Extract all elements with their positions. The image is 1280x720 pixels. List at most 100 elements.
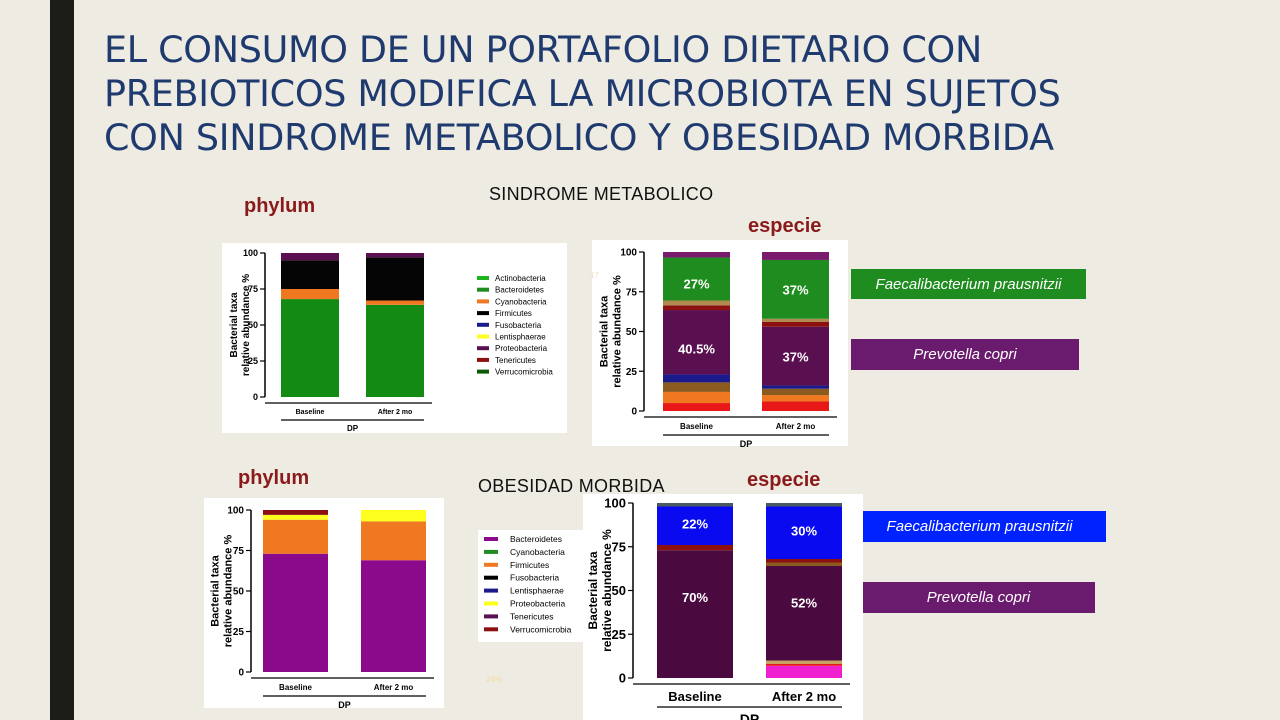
legend-background xyxy=(478,530,588,642)
legend-swatch xyxy=(477,322,489,327)
bar-segment-topcap xyxy=(663,252,730,258)
bar-segment-darkred xyxy=(663,305,730,311)
data-label: 37% xyxy=(782,349,808,364)
bar-segment-orange xyxy=(762,395,829,402)
data-label: 40.5% xyxy=(678,342,715,357)
bar-segment-orange xyxy=(663,391,730,404)
legend-entry: Verrucomicrobia xyxy=(510,624,572,634)
x-tick-label: Baseline xyxy=(680,422,713,431)
legend-swatch xyxy=(477,357,489,362)
legend-swatch xyxy=(477,276,489,280)
legend-entry: Firmicutes xyxy=(510,560,549,570)
legend-swatch xyxy=(484,575,498,580)
bar-segment-topcap xyxy=(762,252,829,260)
legend-entry: Lentisphaerae xyxy=(495,333,546,342)
legend-entry: Cyanobacteria xyxy=(510,547,565,557)
y-tick-label: 0 xyxy=(253,392,258,402)
legend-faecalibacterium-om: Faecalibacterium prausnitzii xyxy=(853,511,1106,542)
x-axis-title: DP xyxy=(338,700,351,710)
bar-segment-topcap xyxy=(766,503,842,507)
bar-segment-prevotella-copri xyxy=(657,550,733,678)
bar-segment-bacteroidetes xyxy=(366,304,424,397)
bar-segment-bacteroidetes xyxy=(281,299,339,397)
title-line-2: PREBIOTICOS MODIFICA LA MICROBIOTA EN SU… xyxy=(104,72,1061,115)
especie-label-bottom: especie xyxy=(747,469,821,491)
data-label: 70% xyxy=(682,590,708,605)
data-label: 27% xyxy=(683,276,709,291)
legend-prevotella-om: Prevotella copri xyxy=(862,582,1095,613)
section-sindrome-metabolico: SINDROME METABOLICO xyxy=(489,184,714,204)
legend-entry: Tenericutes xyxy=(510,611,553,621)
chart-sm-phylum: 0 25 50 75 100 Bacterial taxa relative abundan… xyxy=(222,243,567,433)
y-axis-title: relative abundance % xyxy=(612,275,624,388)
phylum-label-bottom: phylum xyxy=(238,467,310,489)
y-tick-label: 100 xyxy=(620,248,637,259)
phylum-label-top: phylum xyxy=(244,195,316,217)
legend-entry: Bacteroidetes xyxy=(510,534,562,544)
legend-swatch xyxy=(484,588,498,593)
bar-segment-magenta xyxy=(766,665,842,678)
chart-om-legend: Bacteroidetes Cyanobacteria Firmicutes Fuso… xyxy=(478,530,588,684)
data-label: 37% xyxy=(782,283,808,298)
x-tick-label: Baseline xyxy=(279,683,312,692)
bar-segment-firmicutes xyxy=(366,257,424,301)
bar-segment-faecalibacterium-prausnitzii xyxy=(766,506,842,559)
bar-segment-red xyxy=(762,401,829,411)
legend-prevotella-sm: Prevotella copri xyxy=(851,339,1079,370)
x-axis-title: DP xyxy=(740,711,759,720)
bar-segment-faecalibacterium-prausnitzii xyxy=(657,506,733,545)
y-tick-label: 0 xyxy=(238,668,244,679)
y-axis-title: Bacterial taxa xyxy=(229,292,240,357)
bar-segment-proteobacteria xyxy=(366,253,424,258)
legend-swatch xyxy=(477,287,489,292)
y-axis-title: Bacterial taxa xyxy=(586,551,600,629)
bar-segment-brown xyxy=(762,388,829,396)
bar-segment-tenericutes xyxy=(263,510,328,515)
y-tick-label: 50 xyxy=(626,327,638,338)
bar-segment-darkred xyxy=(657,545,733,551)
bar-segment-prevotella-copri xyxy=(762,326,829,386)
legend-swatch xyxy=(484,562,498,567)
x-tick-label: After 2 mo xyxy=(378,409,413,416)
bar-segment-darkred xyxy=(766,559,842,563)
y-tick-label: 50 xyxy=(233,587,245,598)
legend-entry: Firmicutes xyxy=(495,309,532,318)
x-tick-label: Baseline xyxy=(296,409,325,416)
y-tick-label: 25 xyxy=(248,356,258,366)
bar-segment-darkred xyxy=(762,321,829,327)
stray-label: 24% xyxy=(486,675,502,684)
bar-segment-navy xyxy=(762,385,829,389)
chart-om-especie: 0 25 50 75 100 Bacterial taxa relative abundan… xyxy=(583,494,863,720)
bar-segment-proteobacteria xyxy=(263,514,328,520)
y-axis-title: relative abundance % xyxy=(600,529,614,652)
y-tick-label: 100 xyxy=(604,496,626,511)
legend-swatch xyxy=(484,627,498,632)
x-axis-title: DP xyxy=(740,439,753,449)
bar-segment-faecalibacterium-prausnitzii xyxy=(762,259,829,319)
bar-segment-prevotella-copri xyxy=(766,566,842,661)
data-label: 52% xyxy=(791,595,817,610)
y-tick-label: 75 xyxy=(626,287,638,298)
stray-label: 17 xyxy=(590,271,599,280)
y-axis-title: relative abundance % xyxy=(223,535,235,648)
y-tick-label: 100 xyxy=(243,248,258,258)
section-obesidad-morbida: OBESIDAD MORBIDA xyxy=(478,476,665,496)
legend-swatch xyxy=(477,334,489,339)
legend-swatch xyxy=(484,601,498,606)
x-tick-label: After 2 mo xyxy=(776,422,816,431)
y-axis-title: relative abundance % xyxy=(241,274,252,376)
legend-entry: Actinobacteria xyxy=(495,274,546,283)
legend-swatch xyxy=(477,311,489,316)
y-tick-label: 75 xyxy=(612,539,626,554)
bar-segment-proteobacteria xyxy=(361,510,426,522)
bar-segment-firmicutes xyxy=(361,521,426,561)
y-tick-label: 0 xyxy=(631,407,637,418)
left-accent-bar xyxy=(50,0,74,720)
bar-segment-proteobacteria xyxy=(281,253,339,261)
y-axis-title: Bacterial taxa xyxy=(599,295,611,367)
legend-entry: Cyanobacteria xyxy=(495,297,547,306)
legend-entry: Tenericutes xyxy=(495,356,536,365)
y-tick-label: 0 xyxy=(619,671,626,686)
legend-entry: Fusobacteria xyxy=(495,321,542,330)
legend-entry: Proteobacteria xyxy=(510,599,566,609)
